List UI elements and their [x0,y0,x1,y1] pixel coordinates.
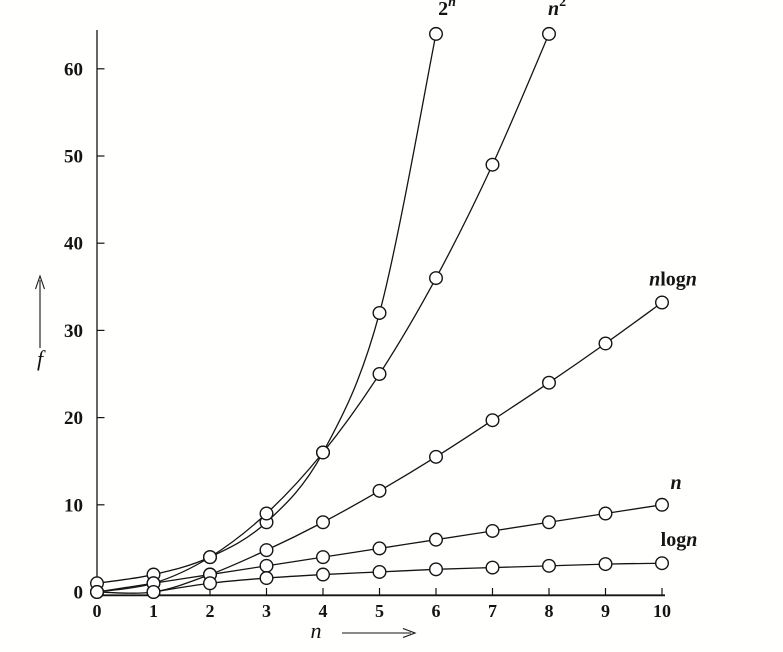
data-point [542,375,557,390]
data-point [316,515,331,530]
x-tick-label: 2 [206,601,215,621]
curve-2 [96,301,663,594]
data-point [542,515,557,530]
x-tick-label: 6 [432,601,441,621]
data-point [372,541,387,556]
x-axis-label: n [310,618,322,643]
data-point [429,271,444,286]
x-tick-label: 8 [545,601,554,621]
x-tick-label: 1 [149,601,158,621]
data-point [485,157,500,172]
data-point [259,571,274,586]
data-point [259,506,274,521]
data-point [316,445,331,460]
y-tick-label: 40 [64,234,83,255]
data-point [316,550,331,565]
data-point [372,367,387,382]
x-tick-label: 5 [375,601,384,621]
data-point [485,523,500,538]
curve-label-0: 2n [438,0,456,20]
data-point [429,562,444,577]
y-axis-label: f [36,346,44,371]
data-point [259,543,274,558]
curve-label-1: n2 [548,0,566,20]
data-point [655,295,670,310]
data-point [259,558,274,573]
data-point [146,585,161,600]
data-point [542,26,557,41]
x-tick-label: 10 [653,601,671,621]
curve-label-4: logn [661,529,698,551]
data-point [202,550,217,565]
data-point [542,558,557,573]
data-point [598,336,613,351]
y-tick-label: 60 [64,59,83,80]
curve-0 [96,33,437,584]
data-point [598,557,613,572]
data-point [429,26,444,41]
curve-4 [153,562,663,593]
curve-label-2: nlogn [649,268,697,290]
y-tick-label: 10 [64,495,83,516]
y-tick-label: 20 [64,408,83,429]
x-tick-label: 7 [488,601,497,621]
curve-label-3: n [670,472,681,494]
y-tick-label: 0 [74,583,84,604]
data-point [598,506,613,521]
data-point [202,576,217,591]
x-tick-label: 4 [319,601,328,621]
x-tick-label: 3 [262,601,271,621]
data-point [89,585,104,600]
data-point [655,556,670,571]
data-point [372,483,387,498]
data-point [429,532,444,547]
x-axis-arrow-icon [342,627,417,639]
data-point [372,305,387,320]
y-tick-label: 50 [64,147,83,168]
data-point [316,567,331,582]
y-axis-arrow-icon [34,274,46,348]
curve-1 [96,33,550,593]
x-tick-label: 0 [93,601,102,621]
data-point [429,449,444,464]
data-point [485,560,500,575]
data-point [372,564,387,579]
data-point [485,413,500,428]
x-tick-label: 9 [601,601,610,621]
y-tick-label: 30 [64,321,83,342]
data-point [655,497,670,512]
